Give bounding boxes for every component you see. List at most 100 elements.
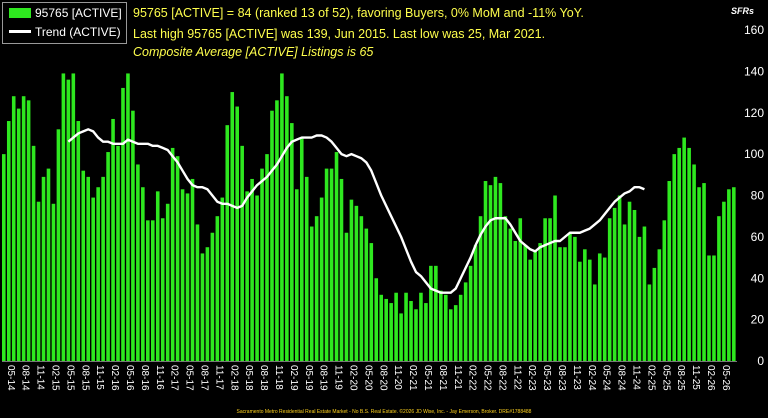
bar (131, 110, 135, 362)
bar (612, 207, 617, 361)
x-tick-label: 11-24 (631, 365, 642, 390)
bar (304, 176, 309, 361)
bar (419, 292, 423, 361)
x-tick-label: 08-25 (675, 365, 686, 391)
bar (210, 232, 215, 361)
y-tick-label: 20 (751, 313, 765, 327)
x-tick-label: 05-24 (601, 365, 612, 391)
bar (16, 108, 21, 361)
legend-item-trend: Trend (ACTIVE) (3, 22, 126, 41)
bar (290, 123, 294, 361)
x-tick-label: 02-17 (169, 365, 180, 391)
footer-credit: Sacramento Metro Residential Real Estate… (236, 409, 532, 415)
bar (617, 195, 622, 361)
bar (195, 224, 200, 361)
x-tick-label: 11-15 (94, 365, 105, 390)
chart-legend: 95765 [ACTIVE] Trend (ACTIVE) (2, 2, 127, 44)
bar (250, 178, 254, 361)
x-tick-label: 08-23 (556, 365, 567, 391)
bar (717, 216, 721, 361)
bar (518, 218, 523, 361)
bar (463, 282, 468, 361)
x-tick-label: 08-22 (496, 365, 507, 391)
bar (71, 73, 76, 361)
bar (270, 110, 274, 362)
bar (409, 301, 413, 361)
trend-line (67, 128, 645, 294)
x-tick-label: 08-14 (20, 365, 31, 391)
trend-swatch-icon (9, 30, 31, 33)
x-tick-label: 11-18 (273, 365, 284, 390)
x-tick-label: 08-21 (437, 365, 448, 391)
x-tick-label: 11-21 (452, 365, 463, 390)
x-tick-label: 11-20 (392, 365, 403, 390)
bar (220, 197, 225, 361)
x-tick-label: 08-24 (616, 365, 627, 391)
bar (468, 265, 473, 361)
bar (175, 156, 180, 361)
x-tick-label: 08-20 (377, 365, 388, 391)
bar (2, 154, 6, 362)
bar (632, 209, 637, 361)
bar (667, 181, 672, 361)
x-tick-label: 02-26 (705, 365, 716, 391)
x-tick-label: 02-18 (228, 365, 239, 391)
y-tick-label: 80 (751, 189, 765, 203)
bar (334, 152, 339, 361)
x-axis-ticks: 05-14 08-14 11-14 02-15 05-15 08-15 11-15 02-16… (5, 365, 731, 391)
bar (448, 309, 453, 361)
bar (185, 193, 190, 361)
bar (215, 216, 220, 361)
bar (46, 168, 51, 361)
legend-trend-label: Trend (ACTIVE) (35, 24, 121, 39)
bar (369, 243, 374, 361)
bar (722, 201, 726, 361)
bar (672, 154, 677, 362)
bar (563, 247, 567, 361)
bar (702, 183, 706, 361)
x-tick-label: 11-25 (690, 365, 701, 390)
headline-summary: 95765 [ACTIVE] = 84 (ranked 13 of 52), f… (133, 6, 584, 20)
bar (51, 203, 56, 361)
bar (36, 201, 41, 361)
bar (687, 147, 691, 361)
bar (379, 294, 384, 361)
x-tick-label: 05-21 (422, 365, 433, 391)
x-tick-label: 02-23 (526, 365, 537, 391)
bar (354, 205, 359, 361)
bar (314, 216, 319, 361)
bar (394, 292, 398, 361)
bar (414, 309, 418, 361)
bar (389, 303, 393, 361)
x-tick-label: 05-23 (541, 365, 552, 391)
bar (424, 303, 428, 361)
x-tick-label: 02-15 (49, 365, 60, 391)
bar (329, 168, 334, 361)
x-tick-label: 05-22 (482, 365, 493, 391)
bar (116, 145, 120, 361)
x-tick-label: 08-17 (198, 365, 209, 391)
x-tick-label: 05-25 (660, 365, 671, 391)
bar (488, 185, 493, 361)
bar (349, 199, 354, 361)
x-tick-label: 02-21 (407, 365, 418, 391)
bar (260, 168, 264, 361)
bar (285, 96, 289, 361)
bar (578, 261, 582, 361)
bar (11, 96, 16, 361)
bar (160, 218, 165, 361)
bar (568, 232, 572, 361)
bar (170, 147, 175, 361)
x-tick-label: 05-26 (720, 365, 731, 391)
bar (56, 129, 61, 361)
bar (508, 228, 513, 361)
bar (91, 197, 95, 361)
x-tick-label: 05-20 (362, 365, 373, 391)
bar (26, 100, 31, 361)
bar (443, 294, 448, 361)
bar (458, 294, 463, 361)
bar (627, 201, 632, 361)
bar (299, 137, 304, 361)
bar (727, 189, 731, 361)
